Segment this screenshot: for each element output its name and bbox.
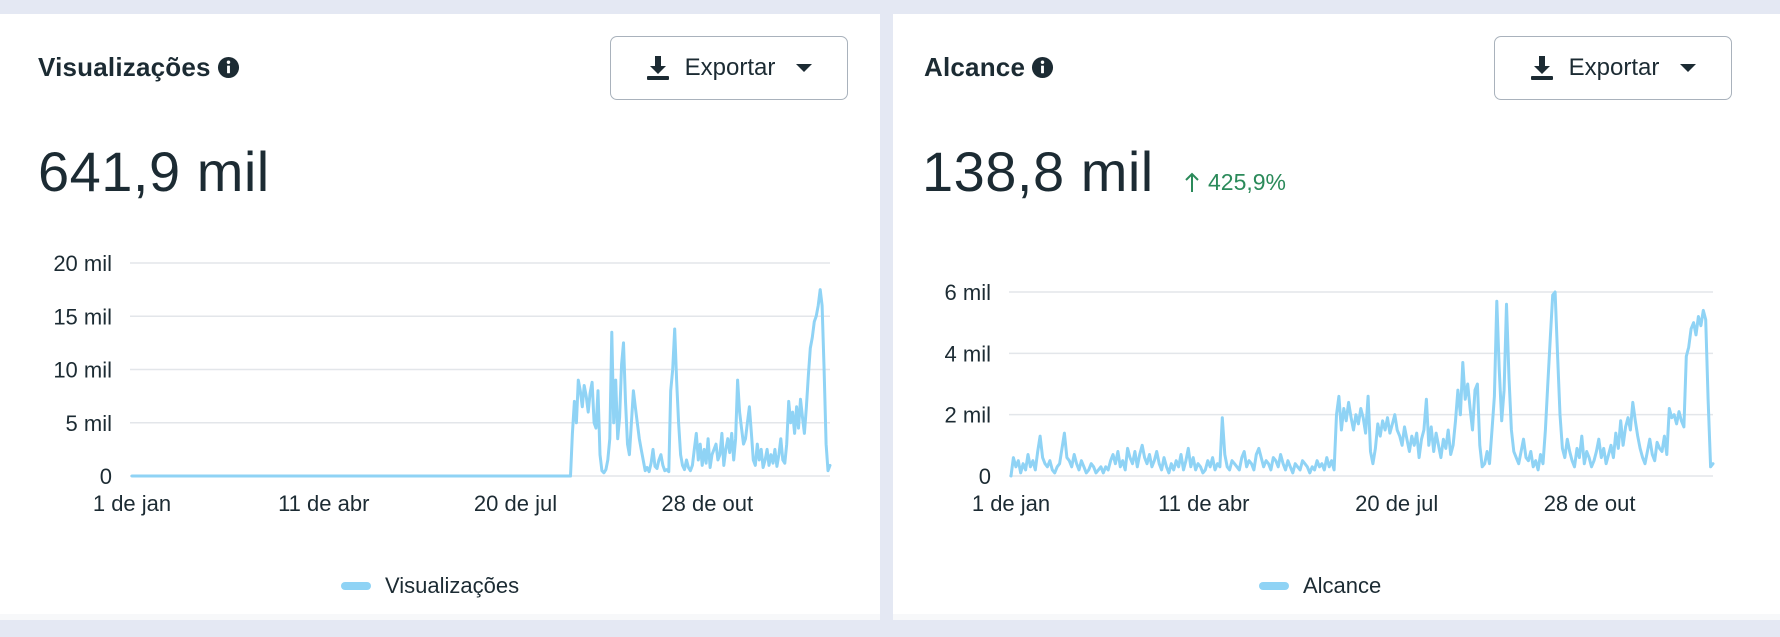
y-tick-label: 2 mil: [945, 403, 991, 428]
reach-delta: 425,9%: [1184, 169, 1286, 196]
card-footer-strip: [0, 614, 880, 620]
y-tick-label: 0: [979, 464, 991, 489]
legend-swatch: [341, 582, 371, 590]
download-icon: [1530, 56, 1553, 80]
delta-value: 425,9%: [1208, 169, 1287, 195]
reach-card: Alcance Exportar 138,8 mil 425,9% 0 2 mil…: [893, 14, 1780, 620]
views-legend[interactable]: Visualizações: [341, 573, 519, 599]
caret-down-icon: [1680, 64, 1697, 72]
y-tick-label: 15 mil: [53, 304, 112, 329]
series-line: [1009, 290, 1715, 478]
card-footer-strip: [893, 614, 1780, 620]
views-title: Visualizações: [38, 52, 211, 82]
x-tick-label: 1 de jan: [972, 491, 1050, 516]
views-export-button[interactable]: Exportar: [610, 36, 848, 100]
series-line: [130, 288, 832, 478]
download-icon: [646, 56, 669, 80]
y-tick-label: 5 mil: [66, 411, 112, 436]
export-label: Exportar: [684, 54, 776, 81]
x-tick-label: 28 de out: [661, 491, 753, 516]
x-tick-label: 1 de jan: [93, 491, 171, 516]
views-total: 641,9 mil: [38, 140, 270, 203]
views-card: Visualizações Exportar 641,9 mil 0 5 mil 1…: [0, 14, 880, 620]
x-tick-label: 11 de abr: [1158, 491, 1249, 516]
reach-export-button[interactable]: Exportar: [1494, 36, 1732, 100]
x-tick-label: 28 de out: [1544, 491, 1636, 516]
x-tick-label: 20 de jul: [1355, 491, 1438, 516]
reach-title-row: Alcance: [924, 52, 1054, 83]
export-label: Exportar: [1568, 54, 1660, 81]
info-icon[interactable]: [217, 56, 240, 79]
info-icon[interactable]: [1031, 56, 1054, 79]
legend-label: Alcance: [1303, 573, 1382, 598]
y-tick-label: 4 mil: [945, 341, 991, 366]
reach-legend[interactable]: Alcance: [1259, 573, 1381, 599]
arrow-up-icon: [1185, 172, 1199, 192]
legend-label: Visualizações: [385, 573, 520, 598]
reach-total: 138,8 mil: [922, 140, 1154, 203]
legend-swatch: [1259, 582, 1289, 590]
x-tick-label: 11 de abr: [278, 491, 369, 516]
x-tick-label: 20 de jul: [474, 491, 557, 516]
views-title-row: Visualizações: [38, 52, 240, 83]
y-tick-label: 10 mil: [53, 358, 112, 383]
views-chart: 0 5 mil 10 mil 15 mil 20 mil 1 de jan 11 de ab…: [53, 251, 832, 516]
reach-title: Alcance: [924, 52, 1026, 82]
caret-down-icon: [796, 64, 813, 72]
y-tick-label: 20 mil: [53, 251, 112, 276]
y-tick-label: 6 mil: [945, 280, 991, 305]
reach-chart: 0 2 mil 4 mil 6 mil 1 de jan 11 de abr 20 de j…: [945, 280, 1715, 516]
y-tick-label: 0: [100, 464, 112, 489]
